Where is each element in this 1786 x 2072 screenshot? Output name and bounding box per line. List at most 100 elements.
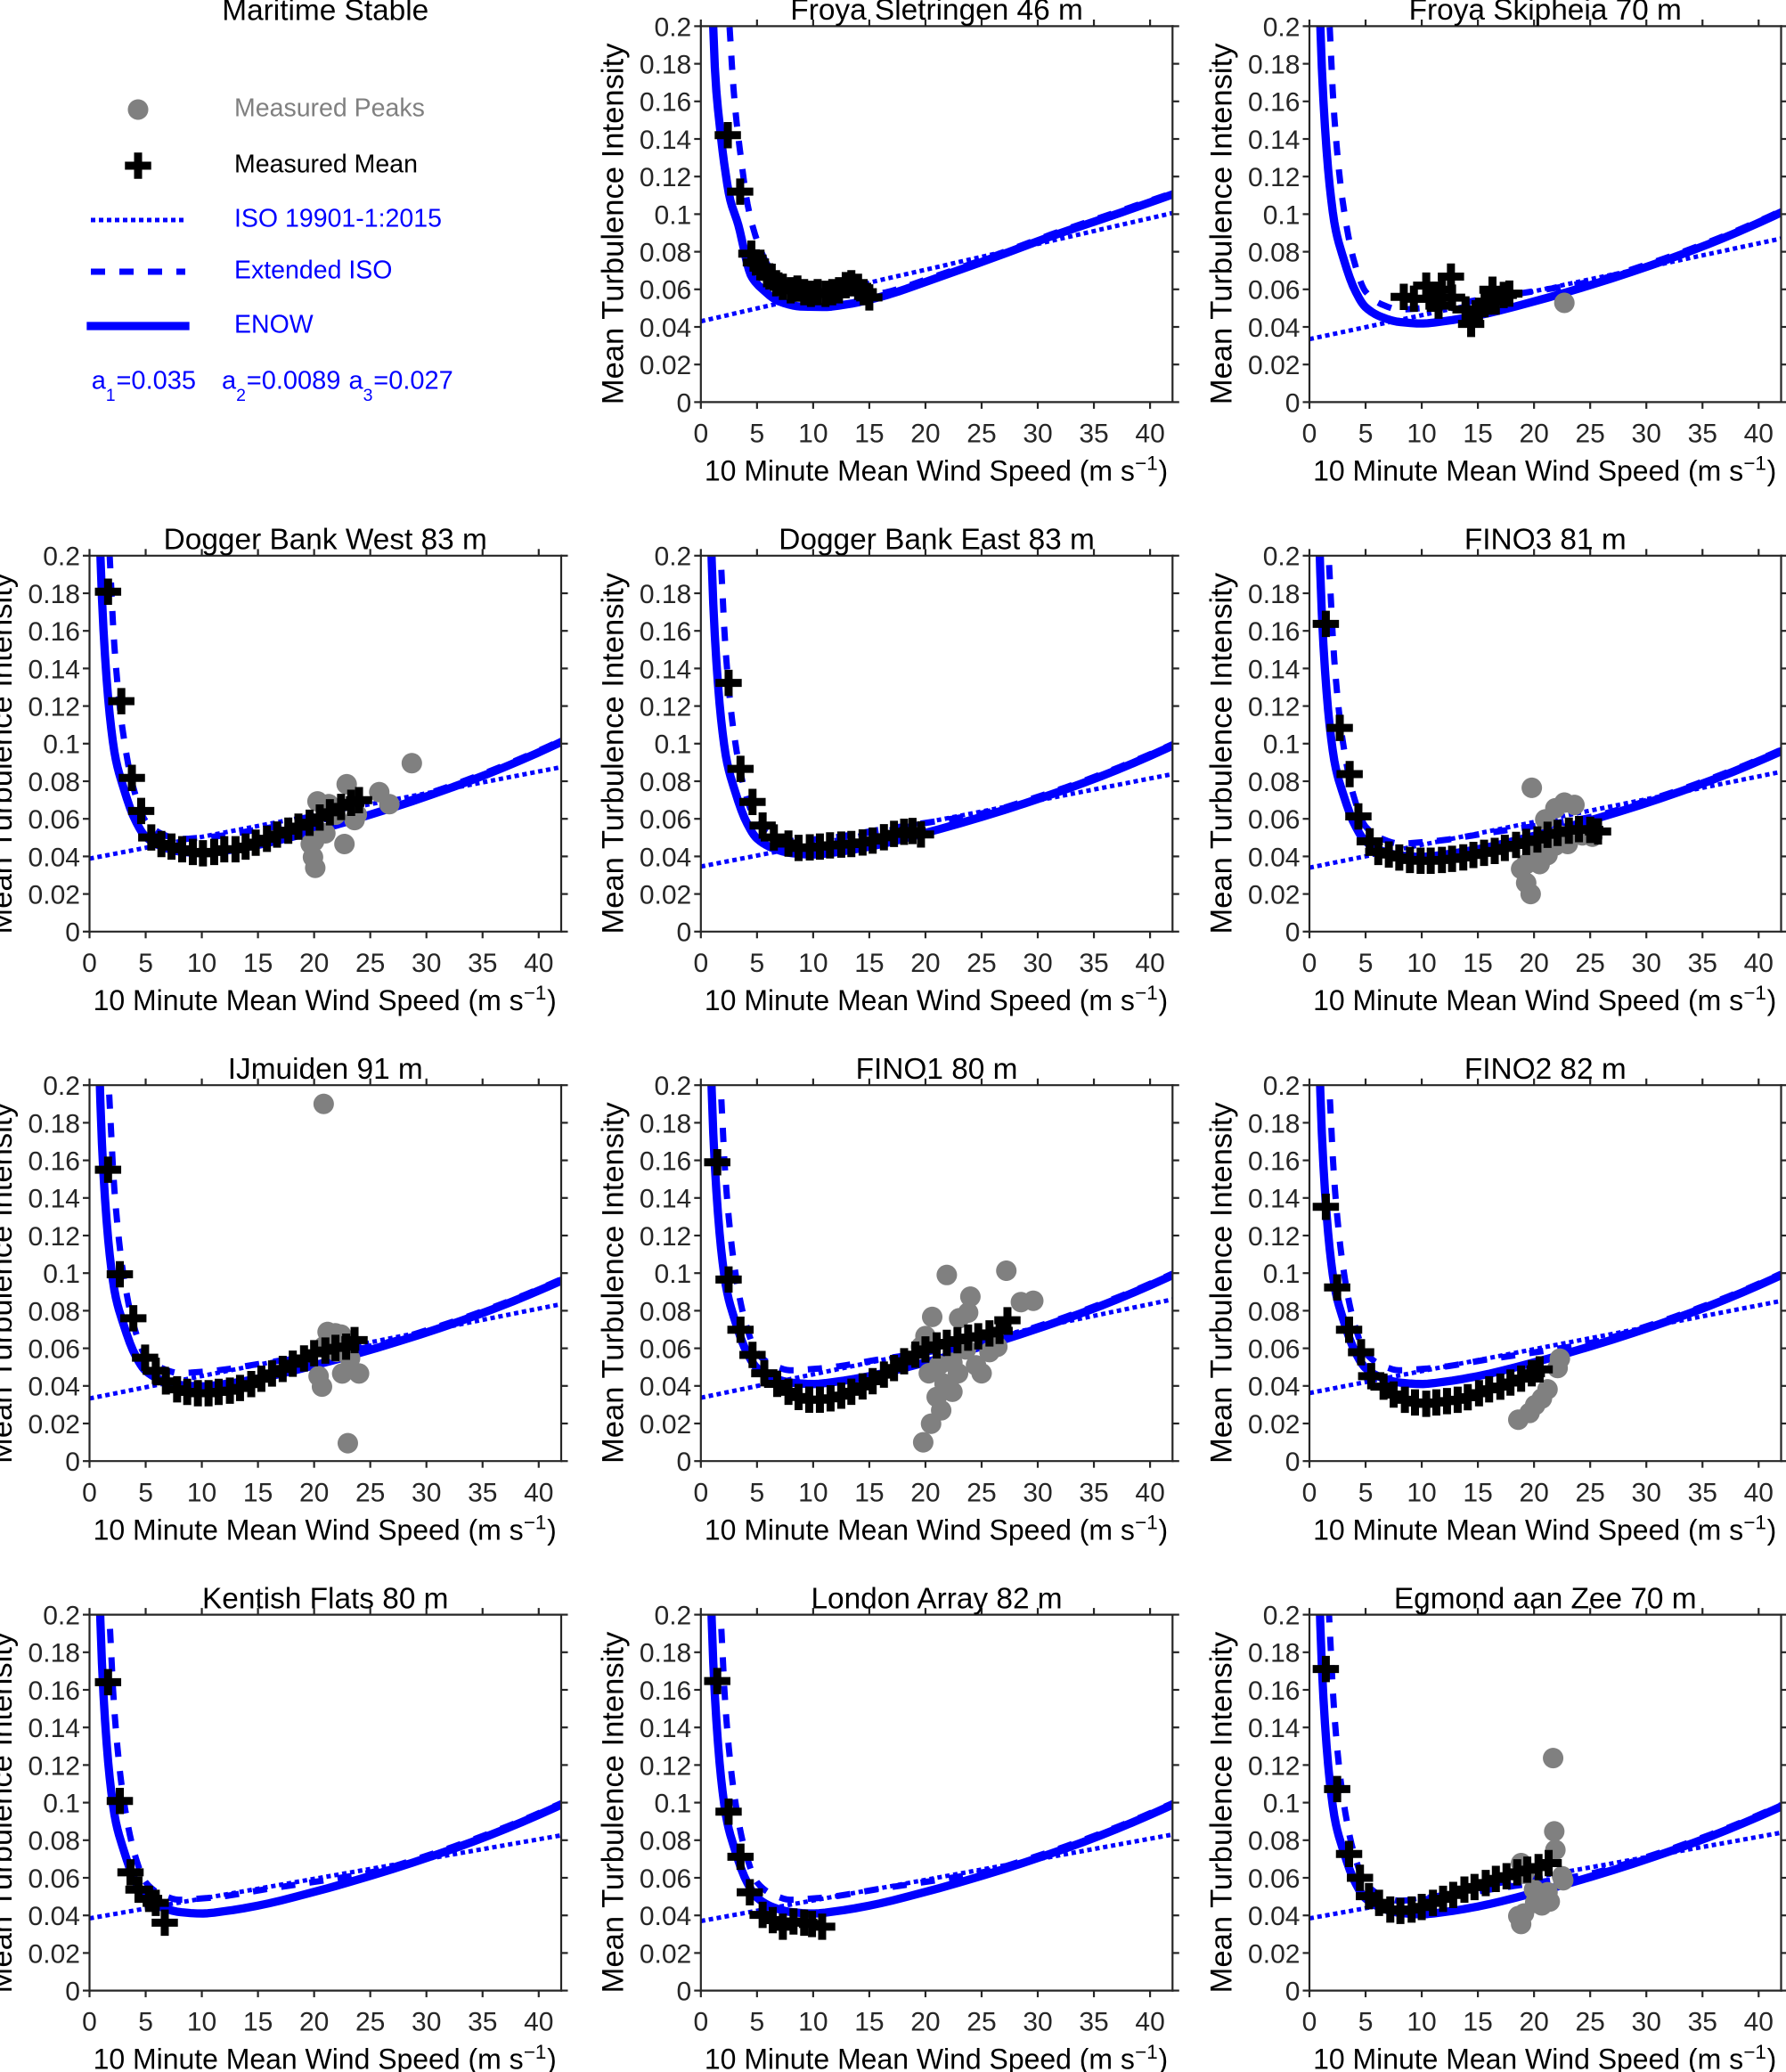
svg-text:Mean Turbulence Intensity: Mean Turbulence Intensity [1205,1102,1239,1464]
svg-text:0.08: 0.08 [640,1827,691,1856]
svg-text:0.12: 0.12 [640,1751,691,1781]
svg-text:0.08: 0.08 [1248,768,1300,797]
svg-text:0: 0 [677,1448,692,1477]
svg-text:0.08: 0.08 [29,768,80,797]
svg-text:10: 10 [1407,949,1436,978]
svg-text:0.2: 0.2 [655,1072,692,1101]
svg-text:0: 0 [82,2008,97,2037]
svg-text:40: 40 [1744,2008,1774,2037]
svg-text:0.16: 0.16 [1248,1676,1300,1706]
svg-text:0.12: 0.12 [29,1222,80,1252]
svg-text:5: 5 [1358,1478,1374,1507]
svg-text:25: 25 [1575,419,1604,448]
svg-text:0.04: 0.04 [640,1373,691,1402]
svg-text:40: 40 [1135,2008,1164,2037]
svg-text:1 0 M: 1 0 M i n u t e M e a n W i n d S p e [94,982,562,1016]
svg-text:Mean Turbulence Intensity: Mean Turbulence Intensity [1205,43,1239,404]
svg-text:0.06: 0.06 [29,805,80,835]
svg-text:25: 25 [355,1478,385,1507]
svg-text:40: 40 [524,2008,553,2037]
svg-text:1 0 M: 1 0 M i n u t e M e a n W i n d S p e [705,453,1173,487]
svg-text:0.06: 0.06 [1248,276,1300,306]
svg-text:0: 0 [1302,419,1317,448]
svg-text:0.12: 0.12 [1248,692,1300,722]
svg-text:0.1: 0.1 [655,730,692,760]
svg-text:30: 30 [1632,949,1661,978]
svg-text:0.16: 0.16 [640,88,691,118]
svg-text:0.08: 0.08 [640,768,691,797]
svg-text:5: 5 [1358,949,1374,978]
svg-text:25: 25 [966,1478,996,1507]
svg-text:0.18: 0.18 [1248,1639,1300,1668]
svg-text:40: 40 [1744,419,1774,448]
svg-text:0.02: 0.02 [29,1939,80,1969]
svg-text:20: 20 [299,1478,329,1507]
svg-text:0: 0 [1285,1448,1301,1477]
svg-text:0.16: 0.16 [640,1676,691,1706]
svg-text:0.14: 0.14 [29,1714,80,1743]
svg-text:Dogger Bank East 83 m: Dogger Bank East 83 m [779,524,1095,557]
svg-text:0.12: 0.12 [640,163,691,192]
svg-text:15: 15 [1463,2008,1492,2037]
svg-text:Mean Turbulence Intensity: Mean Turbulence Intensity [596,1102,630,1464]
svg-text:40: 40 [1135,1478,1164,1507]
svg-text:0.14: 0.14 [640,1185,691,1214]
svg-text:1: 1 [106,386,116,405]
svg-text:35: 35 [1688,949,1717,978]
svg-text:0.12: 0.12 [1248,163,1300,192]
svg-text:Froya Sletringen 46 m: Froya Sletringen 46 m [790,0,1083,27]
svg-text:10: 10 [187,1478,216,1507]
svg-text:25: 25 [1575,1478,1604,1507]
svg-text:Mean Turbulence Intensity: Mean Turbulence Intensity [1205,572,1239,934]
svg-text:40: 40 [524,949,553,978]
svg-text:15: 15 [854,419,884,448]
svg-text:Mean Turbulence Intensity: Mean Turbulence Intensity [0,1631,19,1993]
svg-text:0.02: 0.02 [640,1410,691,1440]
svg-text:30: 30 [1632,2008,1661,2037]
svg-text:0.2: 0.2 [655,12,692,42]
svg-text:0.16: 0.16 [1248,617,1300,647]
svg-text:0.16: 0.16 [1248,1146,1300,1176]
svg-text:0.1: 0.1 [43,1260,80,1289]
svg-text:0.2: 0.2 [1263,12,1301,42]
svg-text:15: 15 [1463,949,1492,978]
svg-text:0: 0 [65,918,80,948]
svg-text:0.16: 0.16 [640,1146,691,1176]
svg-text:20: 20 [1519,949,1548,978]
svg-text:25: 25 [966,419,996,448]
svg-text:35: 35 [1688,419,1717,448]
svg-text:0.16: 0.16 [29,1676,80,1706]
svg-text:35: 35 [468,1478,497,1507]
svg-text:0.18: 0.18 [640,1639,691,1668]
svg-text:0.06: 0.06 [1248,1334,1300,1364]
svg-text:15: 15 [1463,1478,1492,1507]
svg-text:FINO2 82 m: FINO2 82 m [1464,1053,1627,1086]
svg-text:0.08: 0.08 [1248,238,1300,267]
svg-text:30: 30 [1023,419,1052,448]
svg-text:15: 15 [243,1478,273,1507]
svg-text:0.18: 0.18 [29,1109,80,1138]
svg-text:30: 30 [1023,2008,1052,2037]
svg-text:0.18: 0.18 [1248,50,1300,79]
svg-text:Egmond aan Zee 70 m: Egmond aan Zee 70 m [1394,1582,1697,1615]
svg-text:3: 3 [363,386,373,405]
svg-text:0.14: 0.14 [640,655,691,684]
svg-text:0.1: 0.1 [1263,1260,1301,1289]
svg-text:0: 0 [693,949,708,978]
svg-text:0.02: 0.02 [1248,351,1300,380]
svg-text:0.2: 0.2 [43,1072,80,1101]
svg-text:1 0 M: 1 0 M i n u t e M e a n W i n d S p e [1313,453,1782,487]
svg-text:0.2: 0.2 [1263,542,1301,572]
svg-text:a: a [222,367,237,396]
svg-text:30: 30 [412,2008,441,2037]
svg-text:0.06: 0.06 [29,1864,80,1894]
svg-text:0.12: 0.12 [1248,1222,1300,1252]
svg-text:0.2: 0.2 [1263,1072,1301,1101]
svg-text:=0.035: =0.035 [117,367,197,396]
svg-text:0.02: 0.02 [1248,1939,1300,1969]
svg-text:15: 15 [243,2008,273,2037]
svg-text:0.14: 0.14 [29,1185,80,1214]
svg-text:1 0 M: 1 0 M i n u t e M e a n W i n d S p e [1313,982,1782,1016]
svg-text:Dogger Bank West 83 m: Dogger Bank West 83 m [164,524,487,557]
svg-text:1 0 M: 1 0 M i n u t e M e a n W i n d S p e [705,1511,1173,1546]
